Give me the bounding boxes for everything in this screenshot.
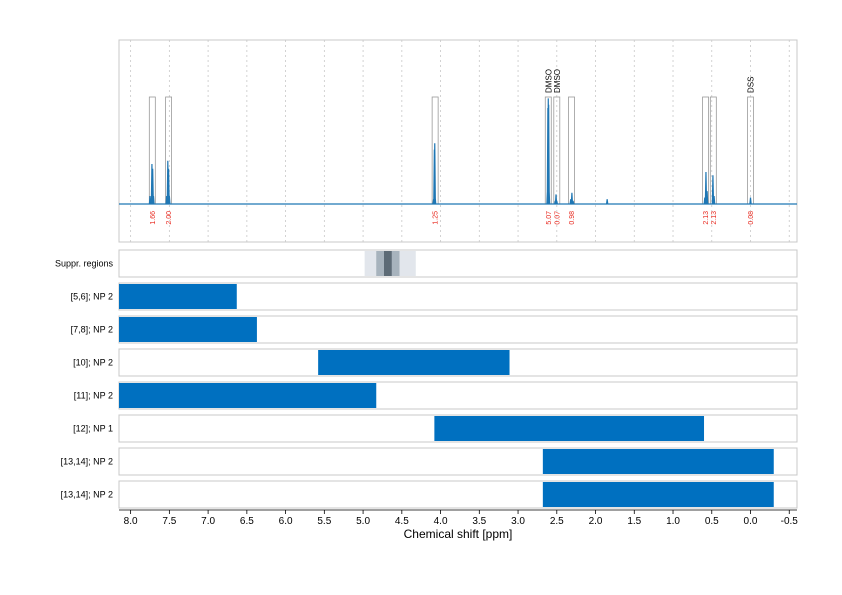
range-bar-3 (119, 383, 377, 408)
x-tick-label-6: 5.0 (356, 516, 370, 527)
spectrum-panel: 1.66 2.00 1.25 DMSO 5.07 DMSO 0.07 0.98 2.13 2.13… (118, 39, 798, 243)
range-bar-4 (434, 416, 705, 441)
range-label-1: [7,8]; NP 2 (71, 325, 113, 335)
x-tick-label-14: 1.0 (666, 516, 680, 527)
range-row-frame-5 (118, 447, 798, 476)
peak-name-4: DMSO (553, 69, 562, 93)
range-label-3: [11]; NP 2 (74, 391, 113, 401)
suppression-label: Suppr. regions (55, 259, 114, 269)
range-label-5: [13,14]; NP 2 (61, 457, 113, 467)
spectrum-frame (118, 39, 798, 243)
x-tick-label-17: -0.5 (781, 516, 799, 527)
x-tick-label-13: 1.5 (627, 516, 641, 527)
x-tick-label-7: 4.5 (395, 516, 409, 527)
x-tick-label-1: 7.5 (162, 516, 176, 527)
suppression-frame (118, 249, 798, 278)
peak-integral-8: 0.08 (748, 211, 755, 225)
suppression-core (384, 251, 392, 276)
peak-integral-4: 0.07 (554, 211, 561, 225)
peak-box-5 (568, 96, 575, 205)
peak-integral-5: 0.98 (569, 211, 576, 225)
x-tick-label-3: 6.5 (240, 516, 254, 527)
range-label-4: [12]; NP 1 (73, 424, 113, 434)
x-tick-label-8: 4.0 (434, 516, 448, 527)
range-bar-2 (318, 350, 510, 375)
range-bar-0 (119, 284, 237, 309)
range-label-6: [13,14]; NP 2 (61, 490, 113, 500)
peak-integral-6: 2.13 (703, 211, 710, 225)
x-tick-label-2: 7.0 (201, 516, 215, 527)
peak-integral-1: 2.00 (166, 211, 173, 225)
x-tick-label-0: 8.0 (124, 516, 138, 527)
range-row-frame-2 (118, 348, 798, 377)
x-tick-label-16: 0.0 (744, 516, 758, 527)
x-tick-label-9: 3.5 (472, 516, 486, 527)
x-tick-label-4: 6.0 (279, 516, 293, 527)
suppression-panel: Suppr. regions (55, 249, 798, 278)
range-bar-6 (542, 482, 774, 507)
range-row-frame-6 (118, 480, 798, 509)
range-label-2: [10]; NP 2 (73, 358, 113, 368)
x-tick-label-11: 2.5 (550, 516, 564, 527)
peak-name-8: DSS (747, 77, 756, 93)
x-axis: 8.0 7.5 7.0 6.5 6.0 5.5 5.0 4.5 4.0 3.5 3.0 2.5 2.0 1… (119, 509, 799, 527)
peak-name-3: DMSO (544, 69, 553, 93)
x-tick-label-15: 0.5 (705, 516, 719, 527)
x-tick-label-12: 2.0 (589, 516, 603, 527)
x-tick-label-10: 3.0 (511, 516, 525, 527)
x-axis-title: Chemical shift [ppm] (404, 527, 513, 541)
range-label-0: [5,6]; NP 2 (71, 292, 113, 302)
peak-integral-2: 1.25 (433, 211, 440, 225)
x-tick-label-5: 5.5 (317, 516, 331, 527)
range-bar-1 (119, 317, 257, 342)
peak-integral-0: 1.66 (150, 211, 157, 225)
ranges-panel: [5,6]; NP 2 [7,8]; NP 2 [10]; NP 2 [11]; NP… (61, 282, 798, 509)
range-row-frame-4 (118, 414, 798, 443)
peak-integral-3: 5.07 (546, 211, 553, 225)
peak-integral-7: 2.13 (711, 211, 718, 225)
spectrum-trace (119, 98, 797, 205)
range-bar-5 (542, 449, 774, 474)
